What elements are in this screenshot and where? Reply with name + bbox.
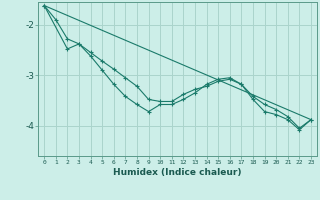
X-axis label: Humidex (Indice chaleur): Humidex (Indice chaleur) [113, 168, 242, 177]
